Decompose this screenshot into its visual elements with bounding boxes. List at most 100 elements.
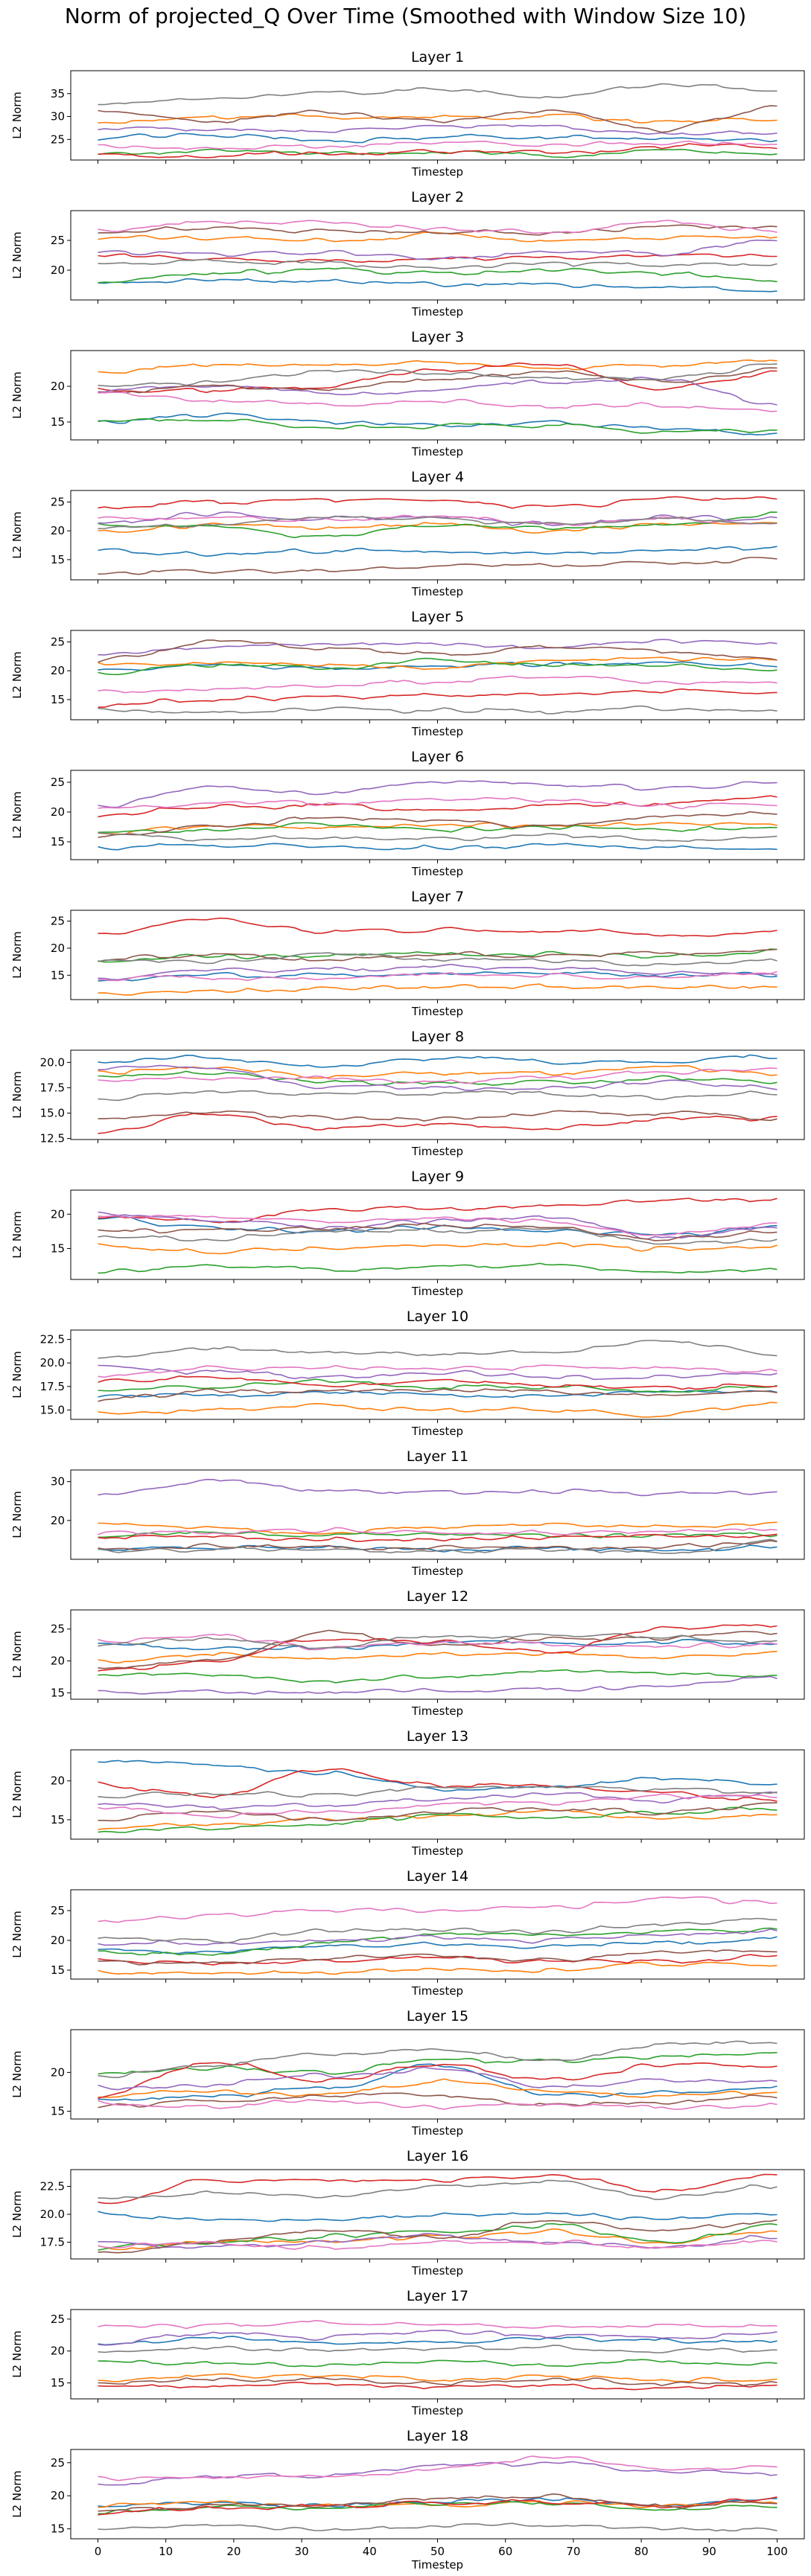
series-line-7 xyxy=(98,2319,777,2330)
series-line-2 xyxy=(98,983,777,996)
series-line-8 xyxy=(98,83,777,106)
y-tick-label: 15 xyxy=(51,693,65,706)
series-line-5 xyxy=(98,639,777,656)
series-line-8 xyxy=(98,2345,777,2353)
x-axis-label: Timestep xyxy=(411,2124,463,2138)
y-tick-label: 20 xyxy=(51,1655,65,1668)
series-line-4 xyxy=(98,1954,777,1966)
figure-title: Norm of projected_Q Over Time (Smoothed … xyxy=(64,4,747,28)
series-line-7 xyxy=(98,971,777,982)
subplot-layer-17: Layer 17 15 20 25 Timestep L2 Norm xyxy=(10,2288,805,2417)
series-line-8 xyxy=(98,1090,777,1102)
series-line-2 xyxy=(98,1650,777,1664)
x-axis-label: Timestep xyxy=(411,2264,463,2278)
series-line-2 xyxy=(98,822,777,835)
series-line-4 xyxy=(98,2496,777,2516)
series-line-6 xyxy=(98,224,777,236)
series-line-2 xyxy=(98,1961,777,1975)
y-tick-label: 25 xyxy=(51,776,65,789)
y-tick-label: 20 xyxy=(51,942,65,955)
series-line-6 xyxy=(98,1388,777,1402)
series-line-4 xyxy=(98,1113,777,1134)
axes-frame xyxy=(70,70,805,161)
x-axis-label: Timestep xyxy=(411,1005,463,1018)
series-line-7 xyxy=(98,140,777,150)
series-line-2 xyxy=(98,1521,777,1535)
y-tick-label: 17.5 xyxy=(40,2236,65,2249)
series-line-5 xyxy=(98,376,777,406)
x-axis-label: Timestep xyxy=(411,1285,463,1298)
y-tick-label: 25 xyxy=(51,2313,65,2326)
series-line-7 xyxy=(98,1214,777,1236)
y-axis-label: L2 Norm xyxy=(10,511,24,559)
subplot-layer-13: Layer 13 15 20 Timestep L2 Norm xyxy=(10,1728,805,1858)
y-axis-label: L2 Norm xyxy=(10,371,24,419)
series-line-7 xyxy=(98,1793,777,1819)
series-line-3 xyxy=(98,1927,777,1956)
series-line-8 xyxy=(98,1227,777,1245)
y-tick-label: 15 xyxy=(51,1241,65,1255)
subplot-title: Layer 9 xyxy=(411,1169,464,1185)
subplot-title: Layer 16 xyxy=(407,2148,468,2164)
y-tick-label: 15 xyxy=(51,968,65,982)
series-line-1 xyxy=(98,412,777,436)
series-line-6 xyxy=(98,1629,777,1669)
series-line-3 xyxy=(98,822,777,834)
y-tick-label: 15.0 xyxy=(40,1107,65,1120)
series-line-7 xyxy=(98,2099,777,2110)
x-tick-label: 10 xyxy=(159,2545,173,2558)
series-line-5 xyxy=(98,1211,777,1240)
series-line-6 xyxy=(98,948,777,962)
x-axis-label: Timestep xyxy=(411,305,463,319)
series-line-7 xyxy=(98,2455,777,2481)
series-line-4 xyxy=(98,2062,777,2099)
y-tick-label: 15.0 xyxy=(40,1403,65,1416)
series-line-1 xyxy=(98,132,777,144)
series-line-3 xyxy=(98,2359,777,2368)
series-line-6 xyxy=(98,367,777,394)
series-line-4 xyxy=(98,1624,777,1672)
y-tick-label: 20 xyxy=(51,2065,65,2079)
series-line-5 xyxy=(98,2330,777,2346)
x-tick-label: 20 xyxy=(226,2545,241,2558)
subplot-title: Layer 13 xyxy=(407,1728,468,1745)
x-axis-label: Timestep xyxy=(411,2404,463,2417)
x-axis-label: Timestep xyxy=(411,1425,463,1438)
subplot-title: Layer 14 xyxy=(407,1868,468,1885)
subplot-title: Layer 17 xyxy=(407,2288,468,2304)
series-line-1 xyxy=(98,843,777,851)
axes-frame xyxy=(70,1049,805,1140)
subplot-title: Layer 3 xyxy=(411,329,464,345)
y-axis-label: L2 Norm xyxy=(10,2330,24,2378)
subplot-title: Layer 7 xyxy=(411,889,464,905)
y-tick-label: 15 xyxy=(51,835,65,848)
series-line-4 xyxy=(98,1375,777,1390)
series-line-1 xyxy=(98,1638,777,1651)
series-line-6 xyxy=(98,811,777,838)
y-axis-label: L2 Norm xyxy=(10,1351,24,1399)
x-tick-label: 40 xyxy=(363,2545,377,2558)
subplot-layer-3: Layer 3 15 20 Timestep L2 Norm xyxy=(10,329,805,458)
y-tick-label: 15 xyxy=(51,2105,65,2118)
series-line-6 xyxy=(98,105,777,133)
series-line-4 xyxy=(98,143,777,159)
series-line-7 xyxy=(98,391,777,412)
y-axis-label: L2 Norm xyxy=(10,92,24,139)
series-line-7 xyxy=(98,675,777,694)
series-line-1 xyxy=(98,546,777,557)
series-line-8 xyxy=(98,952,777,967)
series-line-4 xyxy=(98,2382,777,2391)
series-line-5 xyxy=(98,780,777,808)
y-tick-label: 25 xyxy=(51,495,65,508)
series-line-3 xyxy=(98,511,777,539)
y-tick-label: 20 xyxy=(51,2345,65,2358)
x-axis-label: Timestep xyxy=(411,1984,463,1998)
y-tick-label: 15 xyxy=(51,415,65,429)
series-line-1 xyxy=(98,1054,777,1068)
axes-frame xyxy=(70,350,805,441)
subplot-layer-14: Layer 14 15 20 25 Timestep L2 Norm xyxy=(10,1868,805,1998)
y-tick-label: 15 xyxy=(51,1963,65,1977)
series-line-8 xyxy=(98,515,777,529)
series-line-7 xyxy=(98,1527,777,1535)
series-line-1 xyxy=(98,661,777,671)
